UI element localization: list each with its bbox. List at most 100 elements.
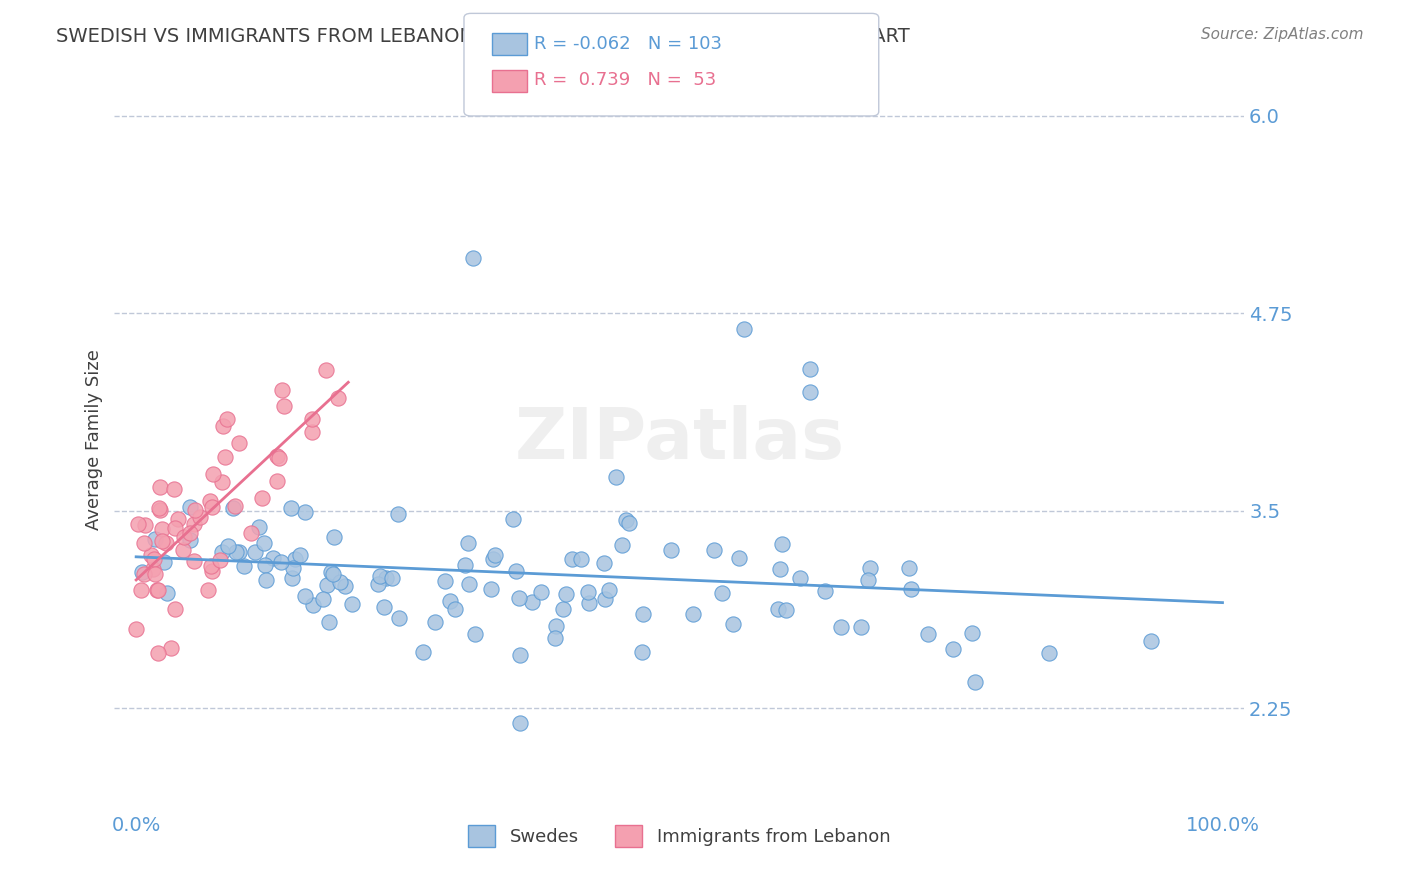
Point: [225, 544, 247, 558]
Point: [367, 576, 389, 591]
Point: [768, 602, 790, 616]
Point: [125, 623, 148, 637]
Point: [172, 542, 194, 557]
Point: [211, 545, 233, 559]
Point: [555, 587, 578, 601]
Point: [322, 566, 344, 581]
Point: [544, 619, 567, 633]
Point: [544, 631, 567, 645]
Point: [281, 572, 304, 586]
Point: [252, 491, 274, 505]
Point: [710, 586, 733, 600]
Point: [849, 620, 872, 634]
Point: [198, 494, 221, 508]
Point: [315, 363, 337, 377]
Point: [900, 582, 922, 596]
Point: [789, 571, 811, 585]
Point: [461, 251, 484, 265]
Point: [659, 543, 682, 558]
Point: [630, 645, 652, 659]
Legend: Swedes, Immigrants from Lebanon: Swedes, Immigrants from Lebanon: [461, 818, 897, 855]
Point: [799, 361, 821, 376]
Point: [254, 573, 277, 587]
Point: [830, 620, 852, 634]
Point: [734, 322, 756, 336]
Point: [149, 503, 172, 517]
Point: [333, 579, 356, 593]
Point: [576, 585, 599, 599]
Point: [302, 598, 325, 612]
Point: [153, 555, 176, 569]
Point: [129, 582, 152, 597]
Point: [703, 542, 725, 557]
Point: [444, 601, 467, 615]
Point: [280, 500, 302, 515]
Point: [551, 602, 574, 616]
Point: [312, 592, 335, 607]
Point: [201, 467, 224, 481]
Point: [898, 560, 921, 574]
Point: [329, 575, 352, 590]
Point: [273, 400, 295, 414]
Point: [146, 582, 169, 597]
Point: [381, 571, 404, 585]
Point: [775, 603, 797, 617]
Point: [917, 627, 939, 641]
Point: [179, 526, 201, 541]
Point: [262, 551, 284, 566]
Point: [184, 502, 207, 516]
Text: Source: ZipAtlas.com: Source: ZipAtlas.com: [1201, 27, 1364, 42]
Point: [728, 550, 751, 565]
Point: [633, 607, 655, 621]
Point: [253, 558, 276, 572]
Point: [215, 412, 238, 426]
Point: [571, 551, 593, 566]
Point: [173, 530, 195, 544]
Point: [301, 425, 323, 439]
Text: ZIPatlas: ZIPatlas: [515, 405, 845, 475]
Point: [682, 607, 704, 622]
Point: [412, 645, 434, 659]
Point: [439, 594, 461, 608]
Point: [142, 562, 165, 576]
Point: [318, 615, 340, 629]
Point: [240, 525, 263, 540]
Point: [960, 625, 983, 640]
Point: [148, 501, 170, 516]
Point: [770, 537, 793, 551]
Point: [253, 536, 276, 550]
Point: [457, 536, 479, 550]
Point: [605, 470, 627, 484]
Point: [1038, 646, 1060, 660]
Point: [593, 557, 616, 571]
Point: [134, 566, 156, 581]
Point: [139, 548, 162, 562]
Point: [799, 385, 821, 400]
Point: [294, 590, 316, 604]
Point: [520, 595, 543, 609]
Point: [387, 507, 409, 521]
Point: [214, 450, 236, 465]
Point: [578, 596, 600, 610]
Point: [769, 562, 792, 576]
Point: [942, 642, 965, 657]
Point: [434, 574, 457, 588]
Point: [222, 501, 245, 516]
Point: [197, 583, 219, 598]
Point: [614, 513, 637, 527]
Point: [721, 617, 744, 632]
Point: [201, 500, 224, 515]
Point: [266, 449, 288, 463]
Point: [267, 450, 290, 465]
Point: [247, 520, 270, 534]
Point: [188, 509, 211, 524]
Point: [509, 715, 531, 730]
Point: [281, 561, 304, 575]
Point: [155, 536, 177, 550]
Point: [561, 552, 583, 566]
Point: [183, 554, 205, 568]
Point: [454, 558, 477, 572]
Point: [131, 565, 153, 579]
Point: [856, 574, 879, 588]
Point: [464, 627, 486, 641]
